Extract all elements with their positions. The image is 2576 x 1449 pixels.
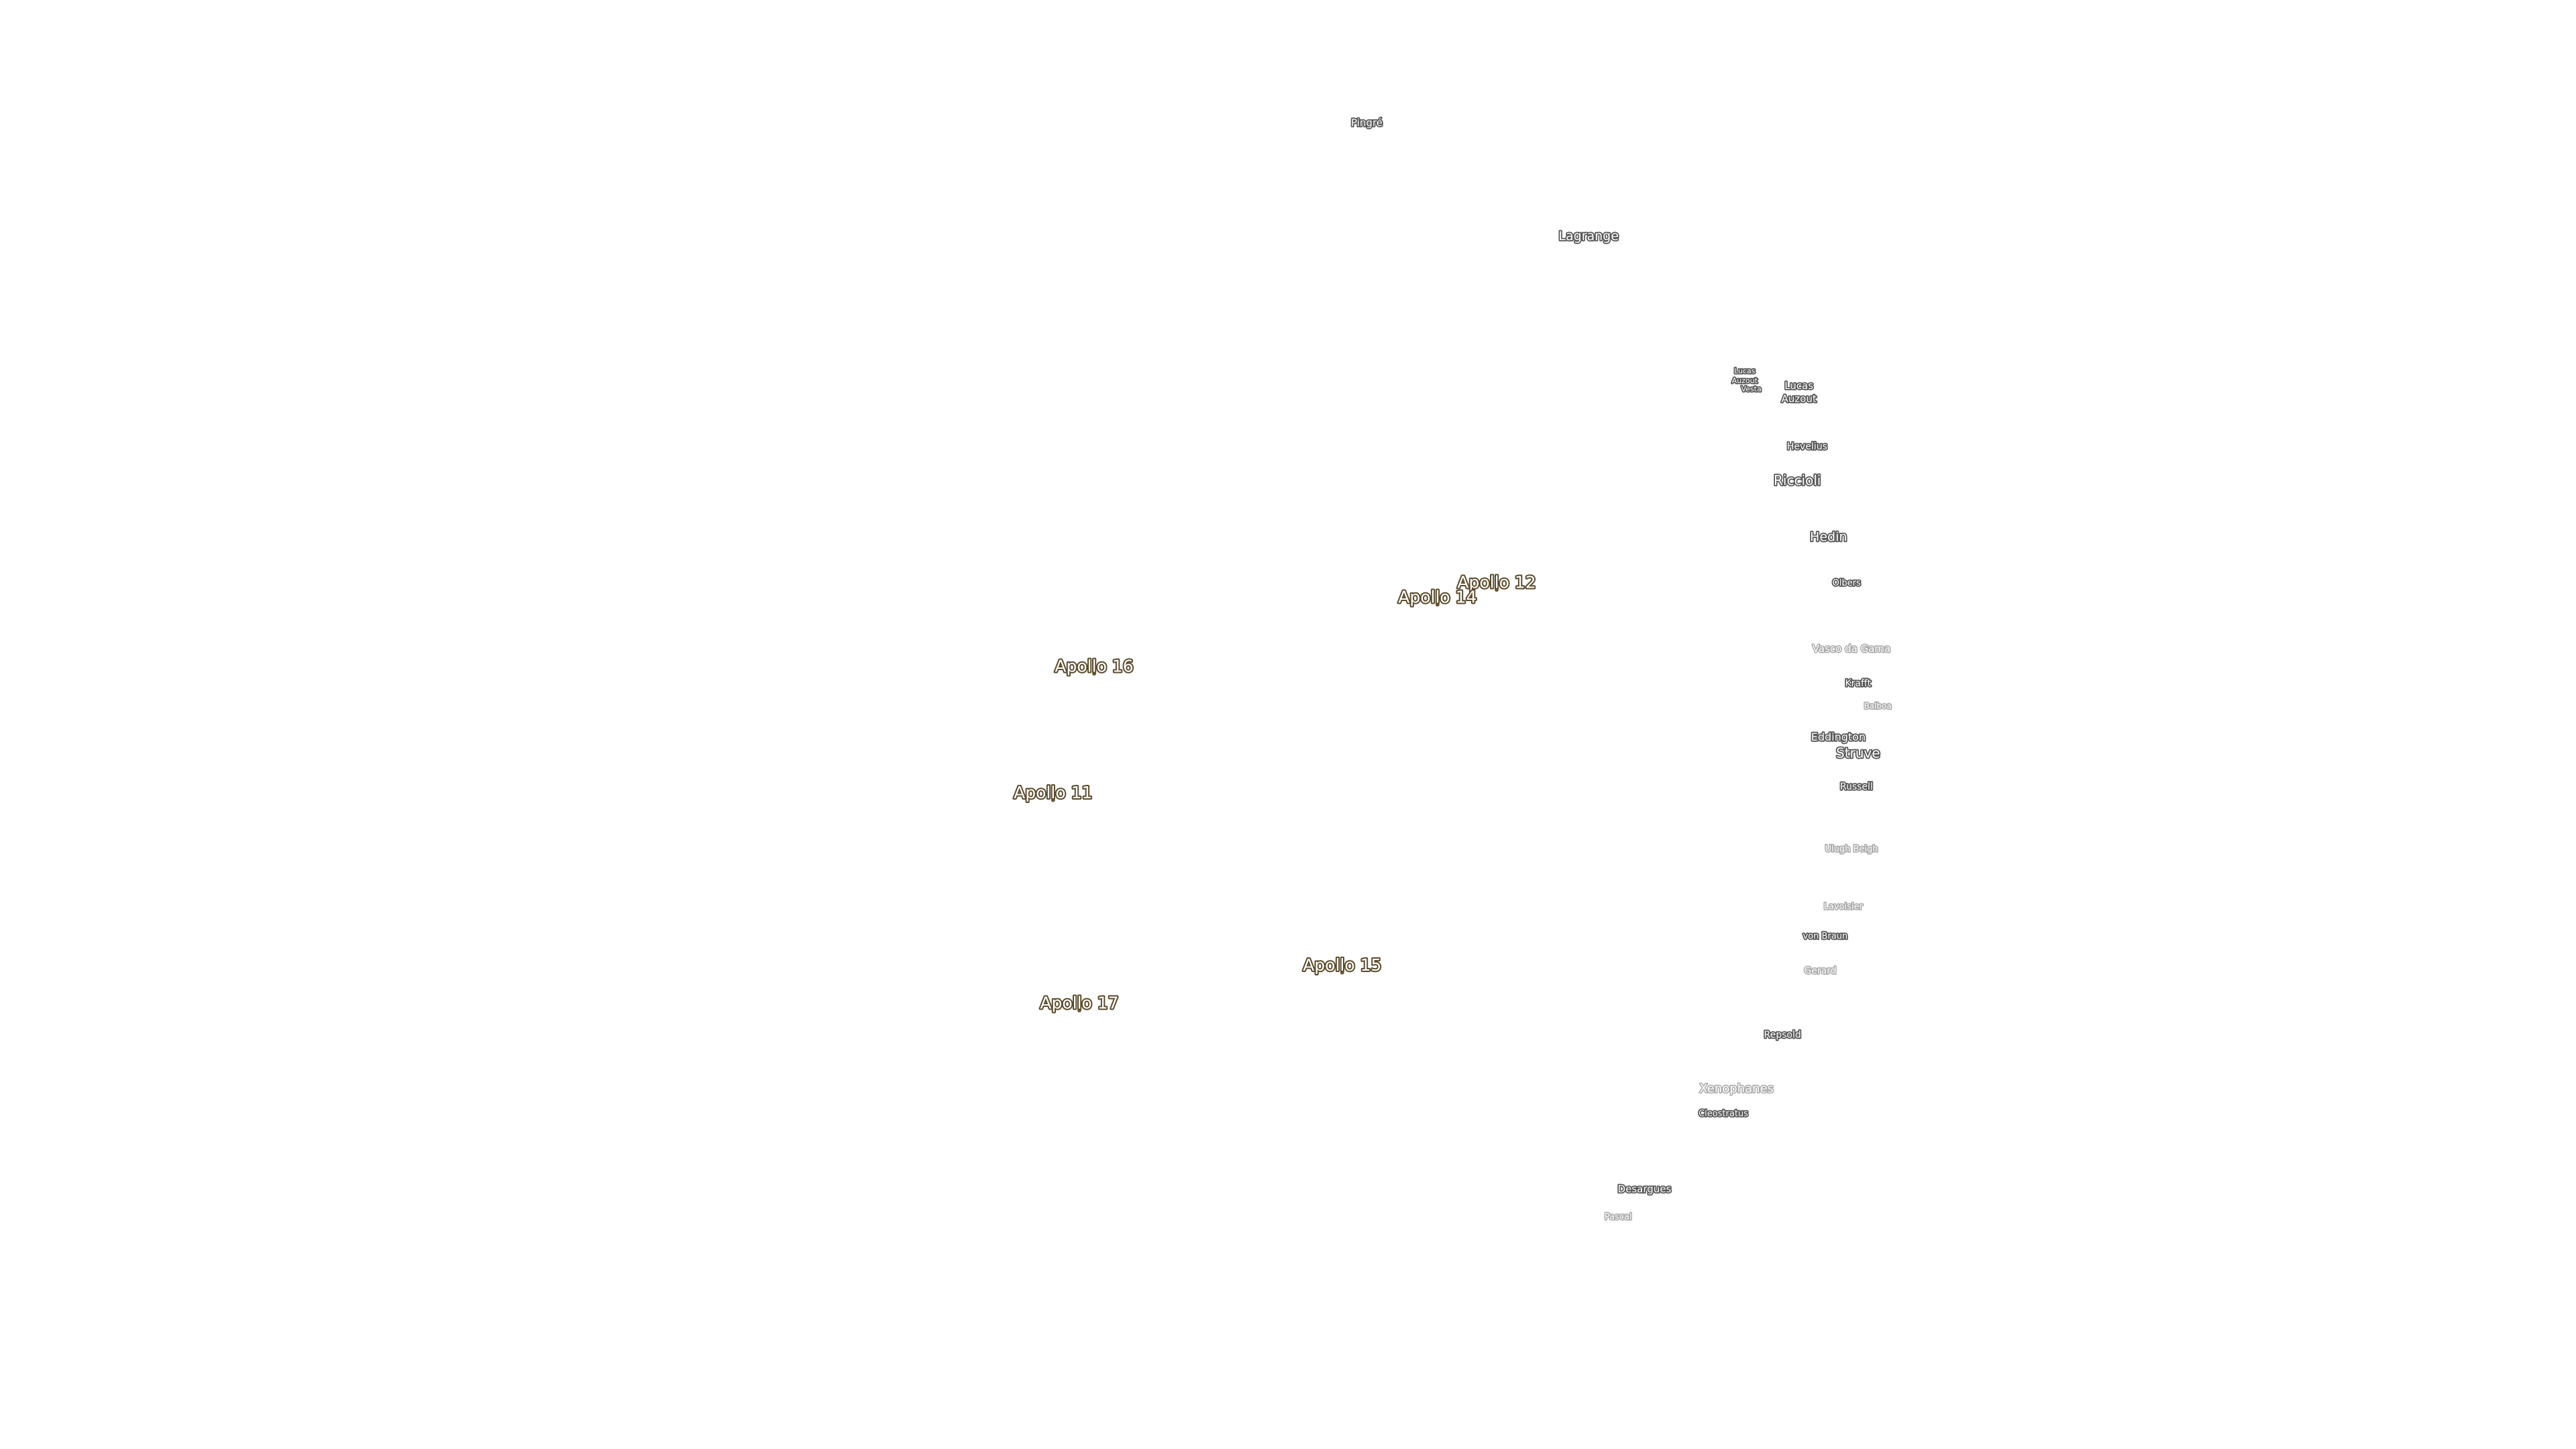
- feature-label: Olbers: [1833, 578, 1861, 588]
- feature-label: Xenophanes: [1699, 1082, 1774, 1096]
- feature-label: Balboa: [1864, 702, 1892, 711]
- feature-label: Vesta: [1741, 384, 1761, 393]
- feature-label: Eddington: [1811, 731, 1866, 743]
- feature-label: Repsold: [1764, 1030, 1801, 1040]
- landing-marker: [1495, 588, 1499, 592]
- feature-label: von Braun: [1803, 931, 1847, 941]
- apollo-label: Apollo 16: [1055, 656, 1133, 676]
- feature-label: Ulugh Beigh: [1825, 845, 1878, 855]
- feature-label: Auzout: [1782, 393, 1817, 405]
- feature-label: Hevelius: [1787, 441, 1827, 452]
- feature-label: Gerard: [1804, 965, 1836, 976]
- feature-label: Auzout: [1732, 376, 1758, 385]
- feature-label: Struve: [1836, 745, 1880, 761]
- feature-label: Riccioli: [1774, 472, 1821, 488]
- feature-label: Cleostratus: [1699, 1109, 1748, 1119]
- apollo-label: Apollo 11: [1014, 783, 1092, 802]
- apollo-label: Apollo 17: [1040, 993, 1118, 1012]
- feature-label: Lavoisier: [1824, 902, 1864, 912]
- landing-marker: [1092, 672, 1097, 676]
- feature-label: Pingré: [1351, 117, 1383, 129]
- feature-label: Desargues: [1618, 1183, 1672, 1195]
- feature-label: Russell: [1840, 782, 1873, 792]
- landing-marker: [1435, 602, 1440, 607]
- apollo-label: Apollo 15: [1303, 955, 1381, 975]
- feature-label: Lagrange: [1558, 229, 1619, 244]
- apollo-label: Apollo 14: [1398, 587, 1477, 606]
- landing-marker: [1051, 798, 1055, 802]
- feature-label: Lucas: [1784, 380, 1813, 392]
- feature-label: Lucas: [1734, 366, 1756, 375]
- feature-label: Hedin: [1810, 529, 1847, 544]
- feature-label: Vasco da Gama: [1813, 643, 1890, 655]
- feature-label: Pascal: [1605, 1212, 1632, 1222]
- landing-marker: [1340, 970, 1344, 975]
- feature-label: Krafft: [1845, 678, 1871, 689]
- apollo-label: Apollo 12: [1457, 572, 1536, 592]
- landing-marker: [1077, 1008, 1081, 1013]
